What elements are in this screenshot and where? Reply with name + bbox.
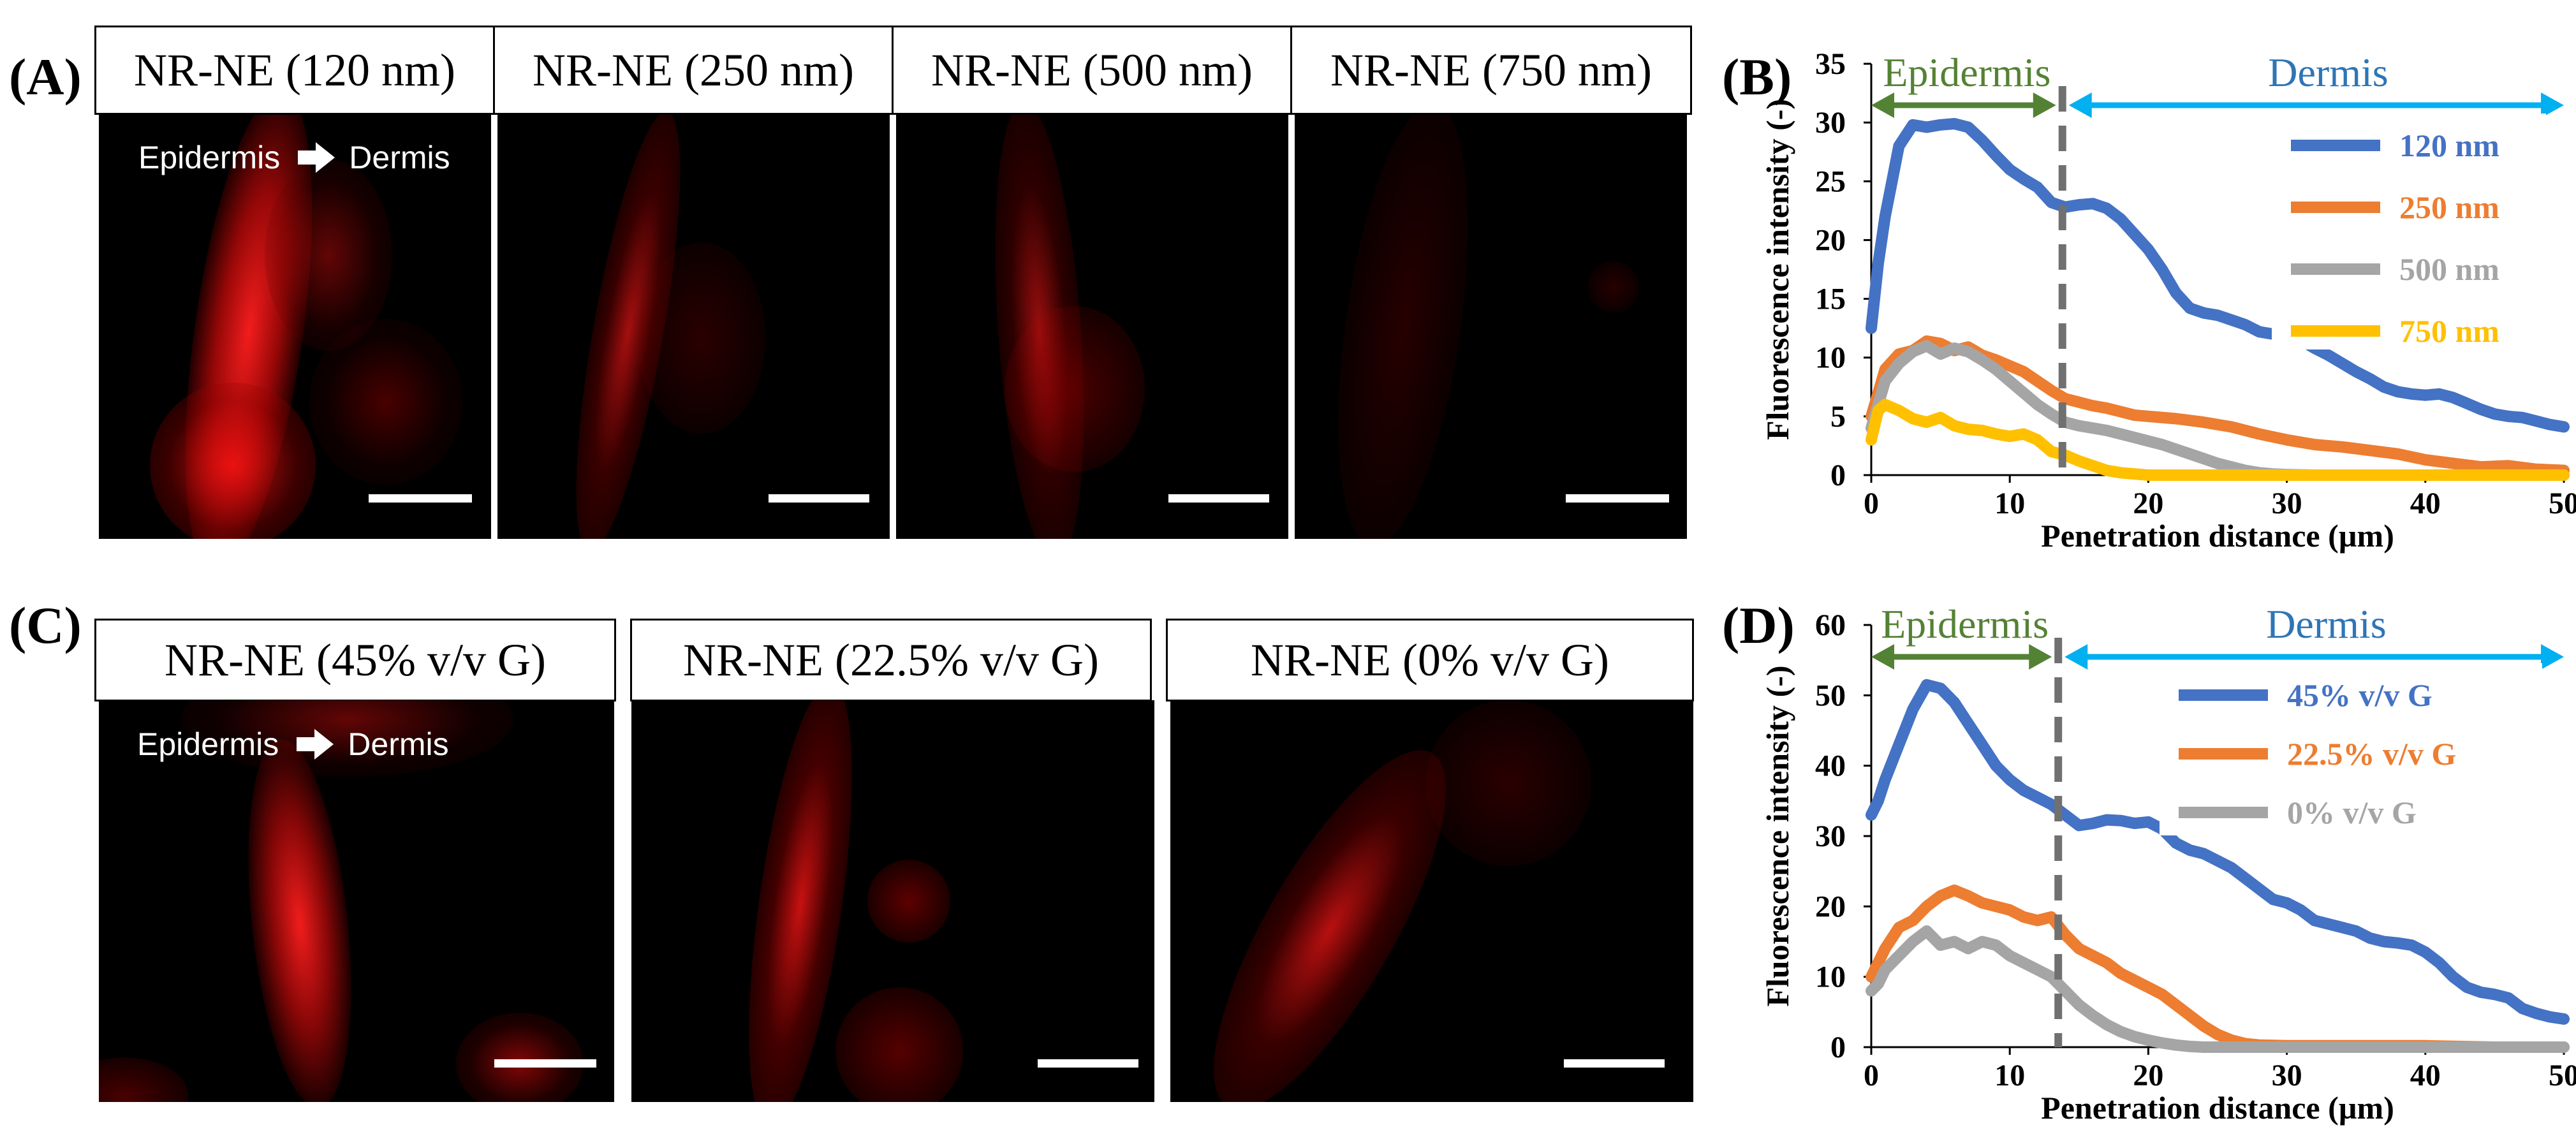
micrograph-0g [1170,700,1693,1102]
series-line-1 [1866,335,2570,476]
series-line-3 [1866,399,2570,481]
x-tick-label: 0 [1864,1059,1879,1092]
y-tick-label: 30 [1815,819,1846,853]
y-tick-label: 40 [1815,749,1846,783]
x-tick-label: 30 [2272,487,2302,520]
dermis-region-label: Dermis [2268,50,2388,95]
dermis-arrowhead-left [2068,92,2092,118]
x-tick-label: 50 [2549,487,2576,520]
micrograph-250nm [497,115,890,539]
legend-label-0: 45% v/v G [2287,677,2432,713]
scale-bar [1566,494,1669,503]
scale-bar [1168,494,1269,503]
y-axis-label: Fluorescence intensity (-) [1760,99,1795,440]
panel-label-a: (A) [9,48,82,106]
scale-bar [769,494,869,503]
y-tick-label: 5 [1830,400,1846,434]
y-tick-label: 30 [1815,106,1846,140]
direction-overlay: Epidermis Dermis [137,726,449,763]
legend-label-1: 250 nm [2399,189,2499,225]
micrograph-500nm [896,115,1288,539]
epidermis-arrowhead-right [2029,644,2052,670]
y-tick-label: 0 [1830,459,1846,492]
micrograph-45g: Epidermis Dermis [99,700,614,1102]
y-tick-label: 35 [1815,47,1846,81]
x-tick-label: 10 [1994,1059,2025,1092]
micrograph-title-120nm: NR-NE (120 nm) [94,26,495,115]
series-line-1 [1866,885,2570,1053]
x-tick-label: 30 [2272,1059,2302,1092]
direction-overlay: Epidermis Dermis [138,139,450,176]
epidermis-region-label: Epidermis [1883,50,2050,95]
epidermis-label: Epidermis [137,726,279,762]
dermis-label: Dermis [348,726,449,762]
epidermis-region-label: Epidermis [1881,601,2049,647]
legend-label-3: 750 nm [2399,313,2499,349]
y-axis-label: Fluorescence intensity (-) [1760,665,1795,1006]
dermis-arrowhead-left [2064,644,2088,670]
x-tick-label: 40 [2410,487,2441,520]
legend-label-1: 22.5% v/v G [2287,736,2456,772]
series-line-2 [1866,925,2570,1053]
panel-label-d: (D) [1722,596,1795,654]
y-tick-label: 60 [1815,608,1846,642]
chart-d-fluorescence-vs-distance: 0 10 20 30 40 50 60 0 10 20 30 40 50 Penetration dist… [1760,601,2576,1126]
y-tick-label: 20 [1815,223,1846,257]
scale-bar [1564,1059,1665,1068]
scale-bar [494,1059,596,1068]
panel-label-c: (C) [9,596,82,654]
micrograph-title-750nm: NR-NE (750 nm) [1290,26,1692,115]
legend-label-0: 120 nm [2399,128,2499,163]
micrograph-title-500nm: NR-NE (500 nm) [892,26,1292,115]
x-axis-label: Penetration distance (µm) [2041,518,2394,554]
y-tick-label: 15 [1815,283,1846,316]
micrograph-title-45g: NR-NE (45% v/v G) [94,619,616,702]
epidermis-label: Epidermis [138,140,281,175]
panel-label-b: (B) [1722,48,1792,106]
x-tick-label: 10 [1994,487,2025,520]
x-tick-label: 50 [2549,1059,2576,1092]
x-tick-label: 40 [2410,1059,2441,1092]
x-tick-label: 20 [2133,1059,2163,1092]
series-line-0 [1866,679,2570,1025]
y-tick-label: 20 [1815,890,1846,923]
y-tick-label: 10 [1815,960,1846,994]
y-tick-label: 25 [1815,165,1846,198]
x-tick-label: 0 [1864,487,1879,520]
scale-bar [369,494,472,503]
y-tick-label: 50 [1815,679,1846,712]
micrograph-title-22g: NR-NE (22.5% v/v G) [630,619,1152,702]
dermis-label: Dermis [349,140,450,175]
dermis-region-label: Dermis [2266,601,2386,647]
legend-box [2272,114,2546,349]
epidermis-arrowhead-right [2033,92,2056,118]
epidermis-arrowhead-left [1871,92,1894,118]
legend-label-2: 0% v/v G [2287,795,2417,830]
x-axis-label: Penetration distance (µm) [2041,1090,2394,1126]
chart-b-fluorescence-vs-distance: 0 5 10 15 20 25 30 35 0 10 20 30 40 50 Penetration dis… [1760,47,2576,554]
legend-label-2: 500 nm [2399,251,2499,287]
right-arrow-icon [297,729,334,760]
series-line-0 [1866,118,2570,433]
y-tick-label: 0 [1830,1031,1846,1064]
y-tick-label: 10 [1815,341,1846,375]
epidermis-arrowhead-left [1871,644,1894,670]
micrograph-22g [631,700,1154,1102]
series-line-2 [1866,340,2570,481]
micrograph-120nm: Epidermis Dermis [99,115,491,539]
scale-bar [1038,1059,1138,1068]
micrograph-750nm [1295,115,1687,539]
dermis-arrowhead-right [2541,644,2564,670]
dermis-arrowhead-right [2541,92,2564,118]
right-arrow-icon [298,142,335,173]
micrograph-title-250nm: NR-NE (250 nm) [493,26,894,115]
x-tick-label: 20 [2133,487,2163,520]
micrograph-title-0g: NR-NE (0% v/v G) [1166,619,1694,702]
